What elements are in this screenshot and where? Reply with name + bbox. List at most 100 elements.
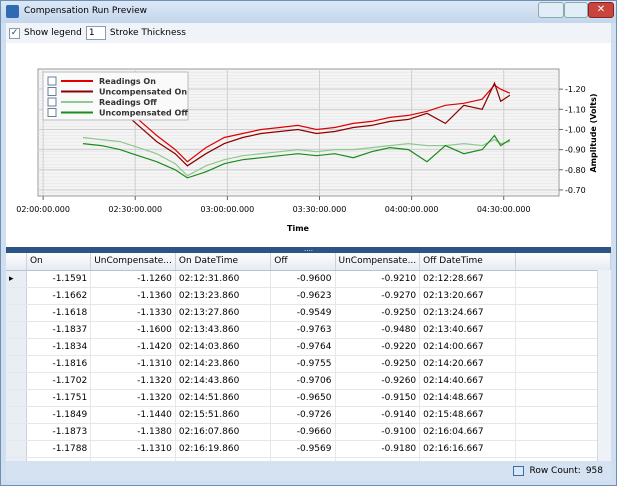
grid-cell: -0.9100 — [335, 423, 421, 441]
column-header[interactable]: UnCompensate... — [335, 253, 421, 271]
grid-cell: -1.1873 — [26, 423, 92, 441]
minimize-button[interactable] — [538, 2, 564, 18]
grid-row[interactable]: -1.1788 -1.1310 02:16:19.860 -0.9569 -0.9180… — [6, 440, 611, 458]
show-legend-checkbox[interactable]: ✓ — [9, 27, 20, 39]
row-header — [6, 304, 27, 322]
status-bar: Row Count: 958 — [6, 461, 611, 481]
grid-icon — [513, 466, 525, 476]
x-axis-label: Time — [287, 224, 310, 233]
x-tick-label: 04:00:00.000 — [385, 205, 439, 214]
grid-cell: -1.1380 — [90, 423, 176, 441]
grid-cell: -1.1260 — [90, 270, 176, 288]
grid-row[interactable]: ▸ -1.1591 -1.1260 02:12:31.860 -0.9600 -0.921… — [6, 270, 611, 288]
stroke-value: 1 — [88, 28, 95, 38]
legend-checkbox[interactable] — [47, 97, 57, 107]
grid-cell: -1.1310 — [90, 440, 176, 458]
row-header — [6, 440, 27, 458]
grid-body: ▸ -1.1591 -1.1260 02:12:31.860 -0.9600 -0.921… — [6, 270, 611, 461]
grid-cell: -0.9755 — [270, 355, 336, 373]
grid-cell: 02:14:40.667 — [419, 372, 516, 390]
row-header — [6, 423, 27, 441]
grid-cell: -1.1600 — [90, 321, 176, 339]
grid-cell: -0.9650 — [270, 389, 336, 407]
stroke-spinner[interactable]: 1 — [85, 26, 106, 40]
chart: Time Amplitude (Volts) -1.20 -1.10 -1.00 -0… — [16, 68, 598, 233]
grid-row[interactable]: -1.1816 -1.1310 02:14:23.860 -0.9755 -0.9250… — [6, 355, 611, 373]
column-header[interactable]: UnCompensate... — [90, 253, 176, 271]
legend-checkbox[interactable] — [47, 108, 57, 117]
grid-cell: 02:12:31.860 — [175, 270, 272, 288]
grid-cell: -1.1834 — [26, 338, 92, 356]
y-tick-label: -1.00 — [565, 125, 586, 134]
grid-cell: -1.1679 — [26, 457, 92, 461]
row-count-label: Row Count: — [529, 466, 581, 476]
grid-cell: 02:14:03.860 — [175, 338, 272, 356]
grid-row[interactable]: -1.1751 -1.1320 02:14:51.860 -0.9650 -0.9150… — [6, 389, 611, 407]
grid-cell: -0.9250 — [335, 304, 421, 322]
legend-label: Readings On — [99, 77, 156, 86]
row-header — [6, 389, 27, 407]
grid-cell: -1.1330 — [90, 304, 176, 322]
maximize-button[interactable] — [564, 2, 588, 18]
grid-cell: 02:16:07.860 — [175, 423, 272, 441]
y-tick-label: -0.70 — [565, 186, 586, 195]
grid-cell: -0.9270 — [335, 287, 421, 305]
splitter[interactable]: .... — [6, 246, 611, 253]
row-header — [6, 406, 27, 424]
scrollbar[interactable] — [597, 270, 611, 461]
grid-cell: 02:13:27.860 — [175, 304, 272, 322]
grid-row[interactable]: -1.1702 -1.1320 02:14:43.860 -0.9706 -0.9260… — [6, 372, 611, 390]
grid-cell: 02:12:28.667 — [419, 270, 516, 288]
grid-cell: -1.1320 — [90, 372, 176, 390]
grid-row[interactable]: -1.1618 -1.1330 02:13:27.860 -0.9549 -0.9250… — [6, 304, 611, 322]
grid-cell: 02:14:20.667 — [419, 355, 516, 373]
row-header — [6, 287, 27, 305]
grid-row[interactable]: -1.1679-1.113002:17:27.860-0.9665-0.9100… — [6, 457, 611, 461]
legend-checkbox[interactable] — [47, 87, 57, 96]
row-header — [6, 321, 27, 339]
x-tick-label: 03:00:00.000 — [200, 205, 254, 214]
grid-cell: -0.9600 — [270, 270, 336, 288]
legend-checkbox[interactable] — [47, 76, 57, 86]
grid-row[interactable]: -1.1662 -1.1360 02:13:23.860 -0.9623 -0.9270… — [6, 287, 611, 305]
grid-cell: 02:14:48.667 — [419, 389, 516, 407]
header-row: On UnCompensate... On DateTime Off UnCompens… — [6, 253, 611, 271]
grid-cell: 02:15:48.667 — [419, 406, 516, 424]
grid-cell: -1.1702 — [26, 372, 92, 390]
grid-row[interactable]: -1.1834 -1.1420 02:14:03.860 -0.9764 -0.9220… — [6, 338, 611, 356]
close-button[interactable]: ✕ — [588, 2, 614, 18]
column-header[interactable]: On DateTime — [175, 253, 272, 271]
grid-row[interactable]: -1.1873 -1.1380 02:16:07.860 -0.9660 -0.9100… — [6, 423, 611, 441]
grid-cell: -0.9100 — [335, 457, 421, 461]
grid-cell: -0.9763 — [270, 321, 336, 339]
grid-cell: -1.1837 — [26, 321, 92, 339]
column-header[interactable]: Off — [270, 253, 336, 271]
grid-cell: -1.1618 — [26, 304, 92, 322]
row-count-value: 958 — [585, 466, 603, 476]
grid-cell: -1.1751 — [26, 389, 92, 407]
grid-cell: -0.9623 — [270, 287, 336, 305]
grid-cell: -1.1591 — [26, 270, 92, 288]
grid-row[interactable]: -1.1837 -1.1600 02:13:43.860 -0.9763 -0.9480… — [6, 321, 611, 339]
grid-cell: -1.1440 — [90, 406, 176, 424]
app-icon — [6, 5, 19, 18]
grid-cell: 02:16:19.860 — [175, 440, 272, 458]
data-grid: On UnCompensate... On DateTime Off UnCompens… — [6, 253, 611, 461]
grid-cell: -1.1849 — [26, 406, 92, 424]
grid-cell: 02:13:20.667 — [419, 287, 516, 305]
column-header[interactable]: On — [26, 253, 92, 271]
grid-cell: -0.9480 — [335, 321, 421, 339]
x-tick-label: 02:00:00.000 — [16, 205, 70, 214]
grid-cell: -0.9706 — [270, 372, 336, 390]
grid-cell: -0.9220 — [335, 338, 421, 356]
column-header[interactable]: Off DateTime — [419, 253, 516, 271]
grid-row[interactable]: -1.1849 -1.1440 02:15:51.860 -0.9726 -0.9140… — [6, 406, 611, 424]
grid-cell: 02:14:00.667 — [419, 338, 516, 356]
grid-cell: -0.9549 — [270, 304, 336, 322]
stroke-label: Stroke Thickness — [109, 28, 186, 38]
series-line — [82, 81, 511, 167]
grid-cell: -1.1130 — [90, 457, 176, 461]
y-tick-label: -0.90 — [565, 146, 586, 155]
